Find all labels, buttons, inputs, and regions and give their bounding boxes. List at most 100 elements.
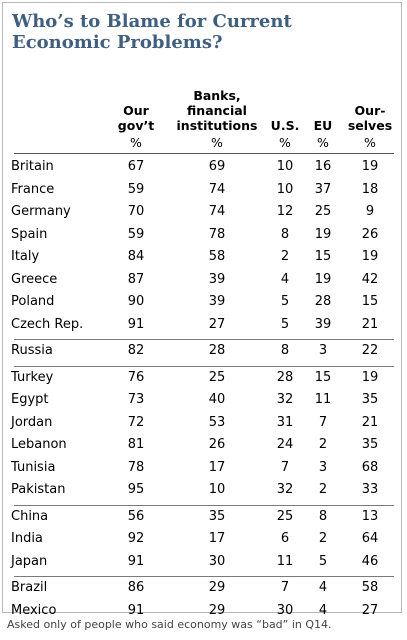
value-cell: 3 [318,459,328,475]
value-cell: 17 [208,531,226,546]
country-label: India [11,531,43,546]
value-cell: 87 [127,271,145,287]
value-cell: 15 [361,294,379,309]
country-label: Lebanon [11,437,67,452]
table-row: China 56 35 25 8 13 [3,508,383,528]
value-cell: 12 [276,204,294,219]
value-cell: 25 [276,508,294,524]
country-label: Poland [11,294,55,309]
value-cell: 28 [208,343,226,358]
column-header-line: selves [347,118,393,133]
value-cell: 42 [361,271,379,287]
country-label: Egypt [11,392,49,407]
column-header-line: gov’t [117,118,155,133]
value-cell: 4 [280,271,290,287]
value-cell: 59 [127,181,145,197]
value-cell: 74 [208,204,226,219]
value-cell: 25 [208,369,226,385]
value-cell: 28 [314,294,332,309]
value-cell: 24 [276,437,294,452]
country-label: Jordan [11,414,53,430]
chart-frame: Who’s to Blame for Current Economic Prob… [2,2,402,618]
value-cell: 64 [361,531,379,546]
value-cell: 30 [208,553,226,569]
unit-label: % [211,135,223,150]
value-cell: 15 [314,369,332,385]
value-cell: 91 [127,602,145,618]
value-cell: 73 [127,392,145,407]
value-cell: 67 [127,159,145,174]
country-label: Britain [11,159,54,174]
value-cell: 19 [314,226,332,242]
value-cell: 11 [276,553,294,569]
value-cell: 8 [280,226,290,242]
column-header-line: EU [313,118,333,133]
value-cell: 91 [127,553,145,569]
value-cell: 56 [127,508,145,524]
value-cell: 26 [361,226,379,242]
value-cell: 70 [127,204,145,219]
country-label: Czech Rep. [11,316,84,332]
country-label: Russia [11,343,53,358]
value-cell: 29 [208,602,226,618]
value-cell: 72 [127,414,145,430]
value-cell: 35 [361,437,379,452]
column-header-line: institutions [176,118,258,133]
value-cell: 18 [361,181,379,197]
value-cell: 39 [314,316,332,332]
value-cell: 8 [318,508,328,524]
table-row: Pakistan 95 10 32 2 33 [3,481,383,501]
chart-title: Who’s to Blame for Current Economic Prob… [12,11,292,53]
country-label: China [11,508,49,524]
unit-label: % [130,135,142,150]
value-cell: 86 [127,580,145,595]
value-cell: 17 [208,459,226,475]
value-cell: 39 [208,271,226,287]
column-header: Banks, financial institutions [157,88,277,133]
value-cell: 28 [276,369,294,385]
value-cell: 84 [127,249,145,264]
column-header: EU [263,118,383,133]
value-cell: 10 [276,181,294,197]
value-cell: 8 [280,343,290,358]
group-separator [14,339,394,340]
value-cell: 74 [208,181,226,197]
value-cell: 68 [361,459,379,475]
footnote: Asked only of people who said economy wa… [7,618,332,631]
unit-label: % [317,135,329,150]
value-cell: 69 [208,159,226,174]
table-row: Brazil 86 29 7 4 58 [3,579,383,599]
table-row: Jordan 72 53 31 7 21 [3,414,383,434]
value-cell: 19 [314,271,332,287]
table-row: India 92 17 6 2 64 [3,530,383,550]
table-row: France 59 74 10 37 18 [3,181,383,201]
column-header-line: financial [187,103,247,118]
value-cell: 19 [361,159,379,174]
country-label: Spain [11,226,48,242]
country-label: Tunisia [11,459,56,475]
value-cell: 92 [127,531,145,546]
value-cell: 4 [318,602,328,618]
value-cell: 2 [318,437,328,452]
value-cell: 53 [208,414,226,430]
table-row: Russia 82 28 8 3 22 [3,342,383,362]
value-cell: 7 [318,414,328,430]
table-row: Czech Rep. 91 27 5 39 21 [3,316,383,336]
value-cell: 19 [361,249,379,264]
value-cell: 21 [361,316,379,332]
country-label: Japan [11,553,48,569]
column-header: Our-selves [310,103,407,133]
value-cell: 5 [280,316,290,332]
column-header-line: Our- [354,103,386,118]
value-cell: 58 [208,249,226,264]
table-row: Poland 90 39 5 28 15 [3,293,383,313]
value-cell: 21 [361,414,379,430]
value-cell: 5 [318,553,328,569]
country-label: Mexico [11,602,57,618]
value-cell: 4 [318,580,328,595]
value-cell: 58 [361,580,379,595]
column-header: U.S. [225,118,345,133]
value-cell: 35 [361,392,379,407]
value-cell: 11 [314,392,332,407]
country-label: Germany [11,204,71,219]
